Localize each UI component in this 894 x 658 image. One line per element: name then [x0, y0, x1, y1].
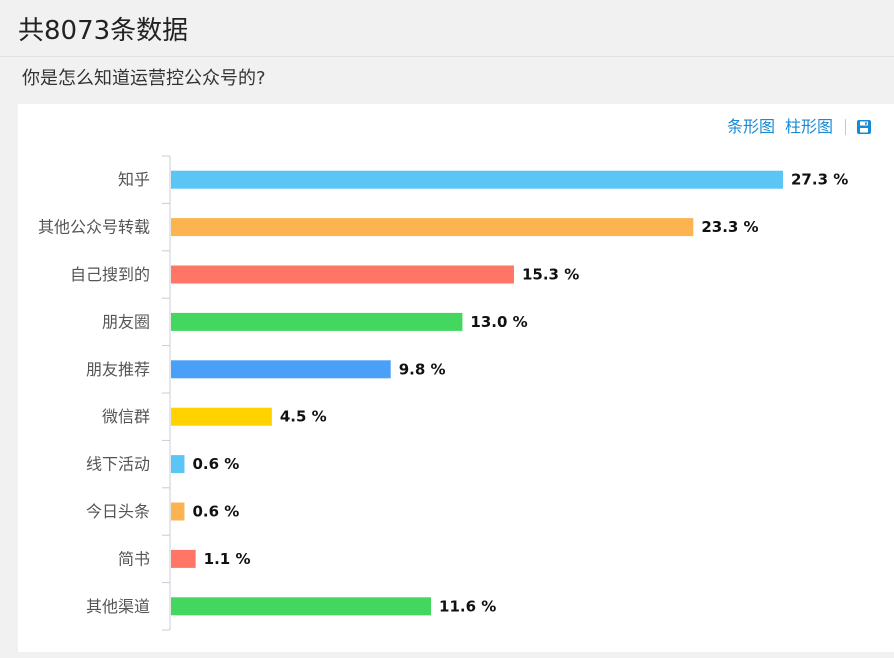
- value-label: 27.3 %: [791, 171, 848, 189]
- category-label: 今日头条: [86, 502, 150, 521]
- column-chart-button[interactable]: 柱形图: [784, 117, 833, 136]
- bar[interactable]: [171, 455, 185, 474]
- bar[interactable]: [171, 502, 185, 521]
- bar[interactable]: [171, 549, 196, 568]
- category-label: 简书: [118, 549, 150, 568]
- value-label: 15.3 %: [522, 266, 579, 284]
- category-label: 朋友圈: [102, 312, 150, 331]
- category-label: 线下活动: [86, 455, 150, 474]
- value-label: 0.6 %: [192, 503, 239, 521]
- chart-panel: 知乎 27.3 % 其他公众号转载 23.3 % 自己搜到的 15.3 % 朋友圈 13.0 …: [18, 104, 894, 652]
- bar[interactable]: [171, 407, 272, 426]
- bar[interactable]: [171, 597, 432, 616]
- bar[interactable]: [171, 360, 391, 379]
- bar[interactable]: [171, 170, 783, 189]
- bar[interactable]: [171, 265, 514, 284]
- category-label: 微信群: [102, 407, 150, 426]
- bar-chart-button[interactable]: 条形图: [726, 117, 775, 136]
- category-label: 知乎: [118, 170, 150, 189]
- value-label: 11.6 %: [439, 597, 496, 615]
- category-label: 其他渠道: [86, 597, 150, 616]
- value-label: 23.3 %: [701, 218, 758, 236]
- question-title: 你是怎么知道运营控公众号的?: [22, 68, 266, 89]
- value-label: 4.5 %: [280, 408, 327, 426]
- header-divider: [0, 56, 894, 57]
- chart-toolbar: 条形图 柱形图: [717, 116, 872, 138]
- page-title: 共8073条数据: [18, 16, 189, 46]
- category-label: 其他公众号转载: [38, 218, 150, 237]
- value-label: 0.6 %: [192, 455, 239, 473]
- bar[interactable]: [171, 218, 694, 237]
- value-label: 1.1 %: [204, 550, 251, 568]
- value-label: 9.8 %: [399, 360, 446, 378]
- bar[interactable]: [171, 312, 463, 331]
- toolbar-divider: [845, 119, 846, 135]
- value-label: 13.0 %: [470, 313, 527, 331]
- category-label: 自己搜到的: [70, 265, 150, 284]
- category-label: 朋友推荐: [86, 360, 150, 379]
- floppy-disk-icon[interactable]: [856, 119, 872, 135]
- bar-chart: 知乎 27.3 % 其他公众号转载 23.3 % 自己搜到的 15.3 % 朋友圈 13.0 …: [38, 155, 848, 631]
